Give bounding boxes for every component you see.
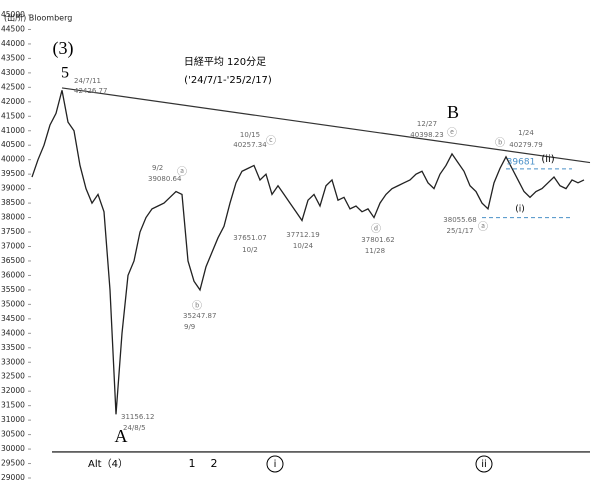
y-tick-label: 30000: [1, 444, 25, 453]
y-tick-label: 39000: [1, 184, 25, 193]
y-tick-label: 36000: [1, 270, 25, 279]
y-tick-label: 44500: [1, 24, 25, 33]
y-tick-label: 40000: [1, 155, 25, 164]
annotation: 5: [61, 65, 69, 82]
y-tick-label: 34000: [1, 328, 25, 337]
y-tick-label: 41500: [1, 111, 25, 120]
annotation: ⓐ: [478, 221, 488, 233]
y-tick-label: 34500: [1, 314, 25, 323]
y-tick-label: 29500: [1, 459, 25, 468]
annotation: 35247.87: [183, 312, 216, 320]
annotation: 31156.12: [121, 413, 154, 421]
y-tick-label: 32500: [1, 372, 25, 381]
annotation: 37801.62: [361, 236, 394, 244]
y-tick-label: 32000: [1, 386, 25, 395]
annotation: (3): [53, 38, 74, 59]
annotation: 10/2: [242, 246, 258, 254]
y-tick-label: 38500: [1, 198, 25, 207]
annotation: A: [115, 426, 128, 446]
annotation: ⓑ: [192, 300, 202, 312]
annotation: 10/24: [293, 242, 314, 250]
y-tick-label: 29000: [1, 473, 25, 482]
y-tick-label: 42500: [1, 82, 25, 91]
wave-circle: [266, 455, 284, 473]
annotation: Alt（4）: [88, 458, 128, 470]
annotation: 25/1/17: [447, 227, 474, 235]
annotation: ('24/7/1-'25/2/17): [184, 75, 272, 86]
y-tick-label: 37000: [1, 242, 25, 251]
annotation: ⓑ: [495, 137, 505, 149]
annotation: i: [274, 459, 277, 470]
annotation: ⓔ: [447, 127, 457, 139]
y-tick-label: 40500: [1, 140, 25, 149]
annotation: 1/24: [518, 129, 534, 137]
y-tick-label: 36500: [1, 256, 25, 265]
y-tick-label: 41000: [1, 126, 25, 135]
y-tick-label: 31000: [1, 415, 25, 424]
annotation: 12/27: [417, 120, 437, 128]
annotation: ii: [481, 459, 487, 470]
annotation: B: [447, 102, 459, 122]
annotation: 40257.34: [233, 141, 267, 149]
annotation: 9/2: [152, 164, 163, 172]
y-tick-label: 43500: [1, 53, 25, 62]
annotation: 37651.07: [233, 234, 266, 242]
y-tick-label: 33000: [1, 357, 25, 366]
annotation: 10/15: [240, 131, 260, 139]
y-tick-label: 33500: [1, 343, 25, 352]
annotation: 39681: [507, 158, 536, 168]
y-tick-label: 42000: [1, 97, 25, 106]
annotation: (i): [515, 205, 525, 215]
annotation: 11/28: [365, 247, 385, 255]
annotation: 2: [211, 457, 218, 470]
y-tick-label: 30500: [1, 430, 25, 439]
annotation: 39080.64: [148, 175, 182, 183]
annotation: 40279.79: [509, 141, 542, 149]
annotation: (出所) Bloomberg: [4, 13, 72, 23]
y-tick-label: 38000: [1, 213, 25, 222]
annotation: (ii): [541, 154, 554, 165]
annotation: ⓐ: [177, 166, 187, 178]
annotation: 38055.68: [443, 216, 476, 224]
y-tick-label: 44000: [1, 39, 25, 48]
y-tick-label: 37500: [1, 227, 25, 236]
wave-circle: [475, 455, 493, 473]
annotation: 24/7/11: [74, 77, 101, 85]
annotation: 日経平均 120分足: [184, 55, 266, 68]
y-tick-label: 43000: [1, 68, 25, 77]
annotation: 9/9: [184, 323, 195, 331]
annotation: 42426.77: [74, 87, 107, 95]
annotation: 1: [189, 457, 196, 470]
y-tick-label: 35500: [1, 285, 25, 294]
price-line: [31, 90, 585, 415]
annotation: ⓒ: [266, 135, 276, 147]
y-tick-label: 35000: [1, 299, 25, 308]
annotation: 37712.19: [286, 231, 319, 239]
y-tick-label: 39500: [1, 169, 25, 178]
y-tick-label: 31500: [1, 401, 25, 410]
trend-line: [61, 87, 591, 164]
annotation: 24/8/5: [123, 424, 146, 432]
annotation: 40398.23: [410, 131, 443, 139]
y-tick-label: 45000: [1, 10, 25, 19]
annotation: ⓓ: [371, 223, 381, 235]
